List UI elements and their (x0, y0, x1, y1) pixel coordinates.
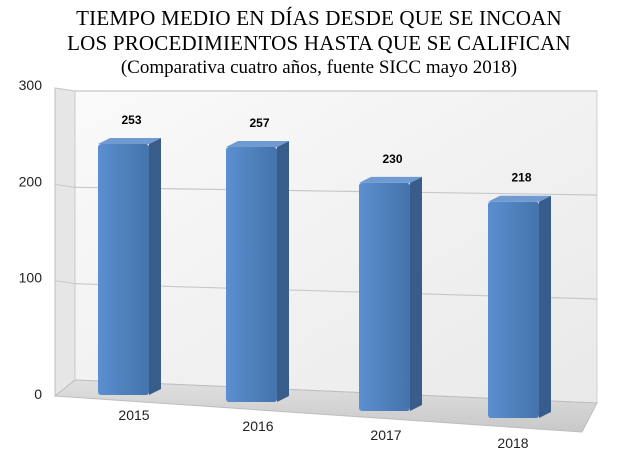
y-tick-label: 300 (19, 77, 43, 93)
x-tick-label: 2016 (242, 418, 273, 434)
data-label: 257 (249, 116, 269, 130)
x-tick-label: 2017 (370, 427, 401, 443)
data-labels: 253 257 230 218 (121, 113, 531, 185)
bar-series (98, 138, 551, 418)
bar-top-face (226, 141, 289, 148)
y-tick-label: 200 (19, 173, 43, 189)
bar-front-face (488, 201, 539, 418)
bar-side-face (277, 141, 289, 402)
bar (488, 195, 551, 418)
gridline (74, 186, 598, 196)
bar-side-face (410, 176, 422, 411)
chart-title-line-1: TIEMPO MEDIO EN DÍAS DESDE QUE SE INCOAN (76, 6, 562, 30)
data-label: 230 (382, 152, 402, 166)
bar-top-face (98, 138, 161, 144)
y-axis: 0 100 200 300 (19, 77, 56, 402)
x-tick-label: 2015 (118, 407, 149, 423)
y-tick-label: 0 (34, 386, 42, 402)
chart-side-wall (54, 87, 76, 398)
data-label: 218 (511, 171, 531, 185)
bar (98, 138, 161, 395)
bar (226, 141, 289, 402)
bar-front-face (359, 182, 410, 411)
data-label: 253 (121, 113, 141, 127)
chart-subtitle: (Comparativa cuatro años, fuente SICC ma… (120, 57, 518, 78)
bar-top-face (359, 176, 422, 183)
bar-side-face (149, 138, 161, 395)
bar-top-face (488, 195, 551, 202)
bar (359, 176, 422, 411)
x-tick-label: 2018 (497, 435, 528, 451)
gridline-side (54, 87, 76, 92)
gridline-side (54, 183, 76, 188)
y-tick-label: 100 (19, 270, 43, 286)
bar-front-face (226, 147, 277, 402)
x-axis: 2015 2016 2017 2018 (118, 407, 528, 451)
bar-front-face (98, 144, 149, 395)
chart-title-line-2: LOS PROCEDIMIENTOS HASTA QUE SE CALIFICA… (67, 31, 571, 55)
gridline-side (54, 280, 76, 285)
bar-side-face (539, 195, 551, 418)
chart-title-block: TIEMPO MEDIO EN DÍAS DESDE QUE SE INCOAN… (0, 6, 638, 80)
chart-floor (53, 379, 598, 433)
